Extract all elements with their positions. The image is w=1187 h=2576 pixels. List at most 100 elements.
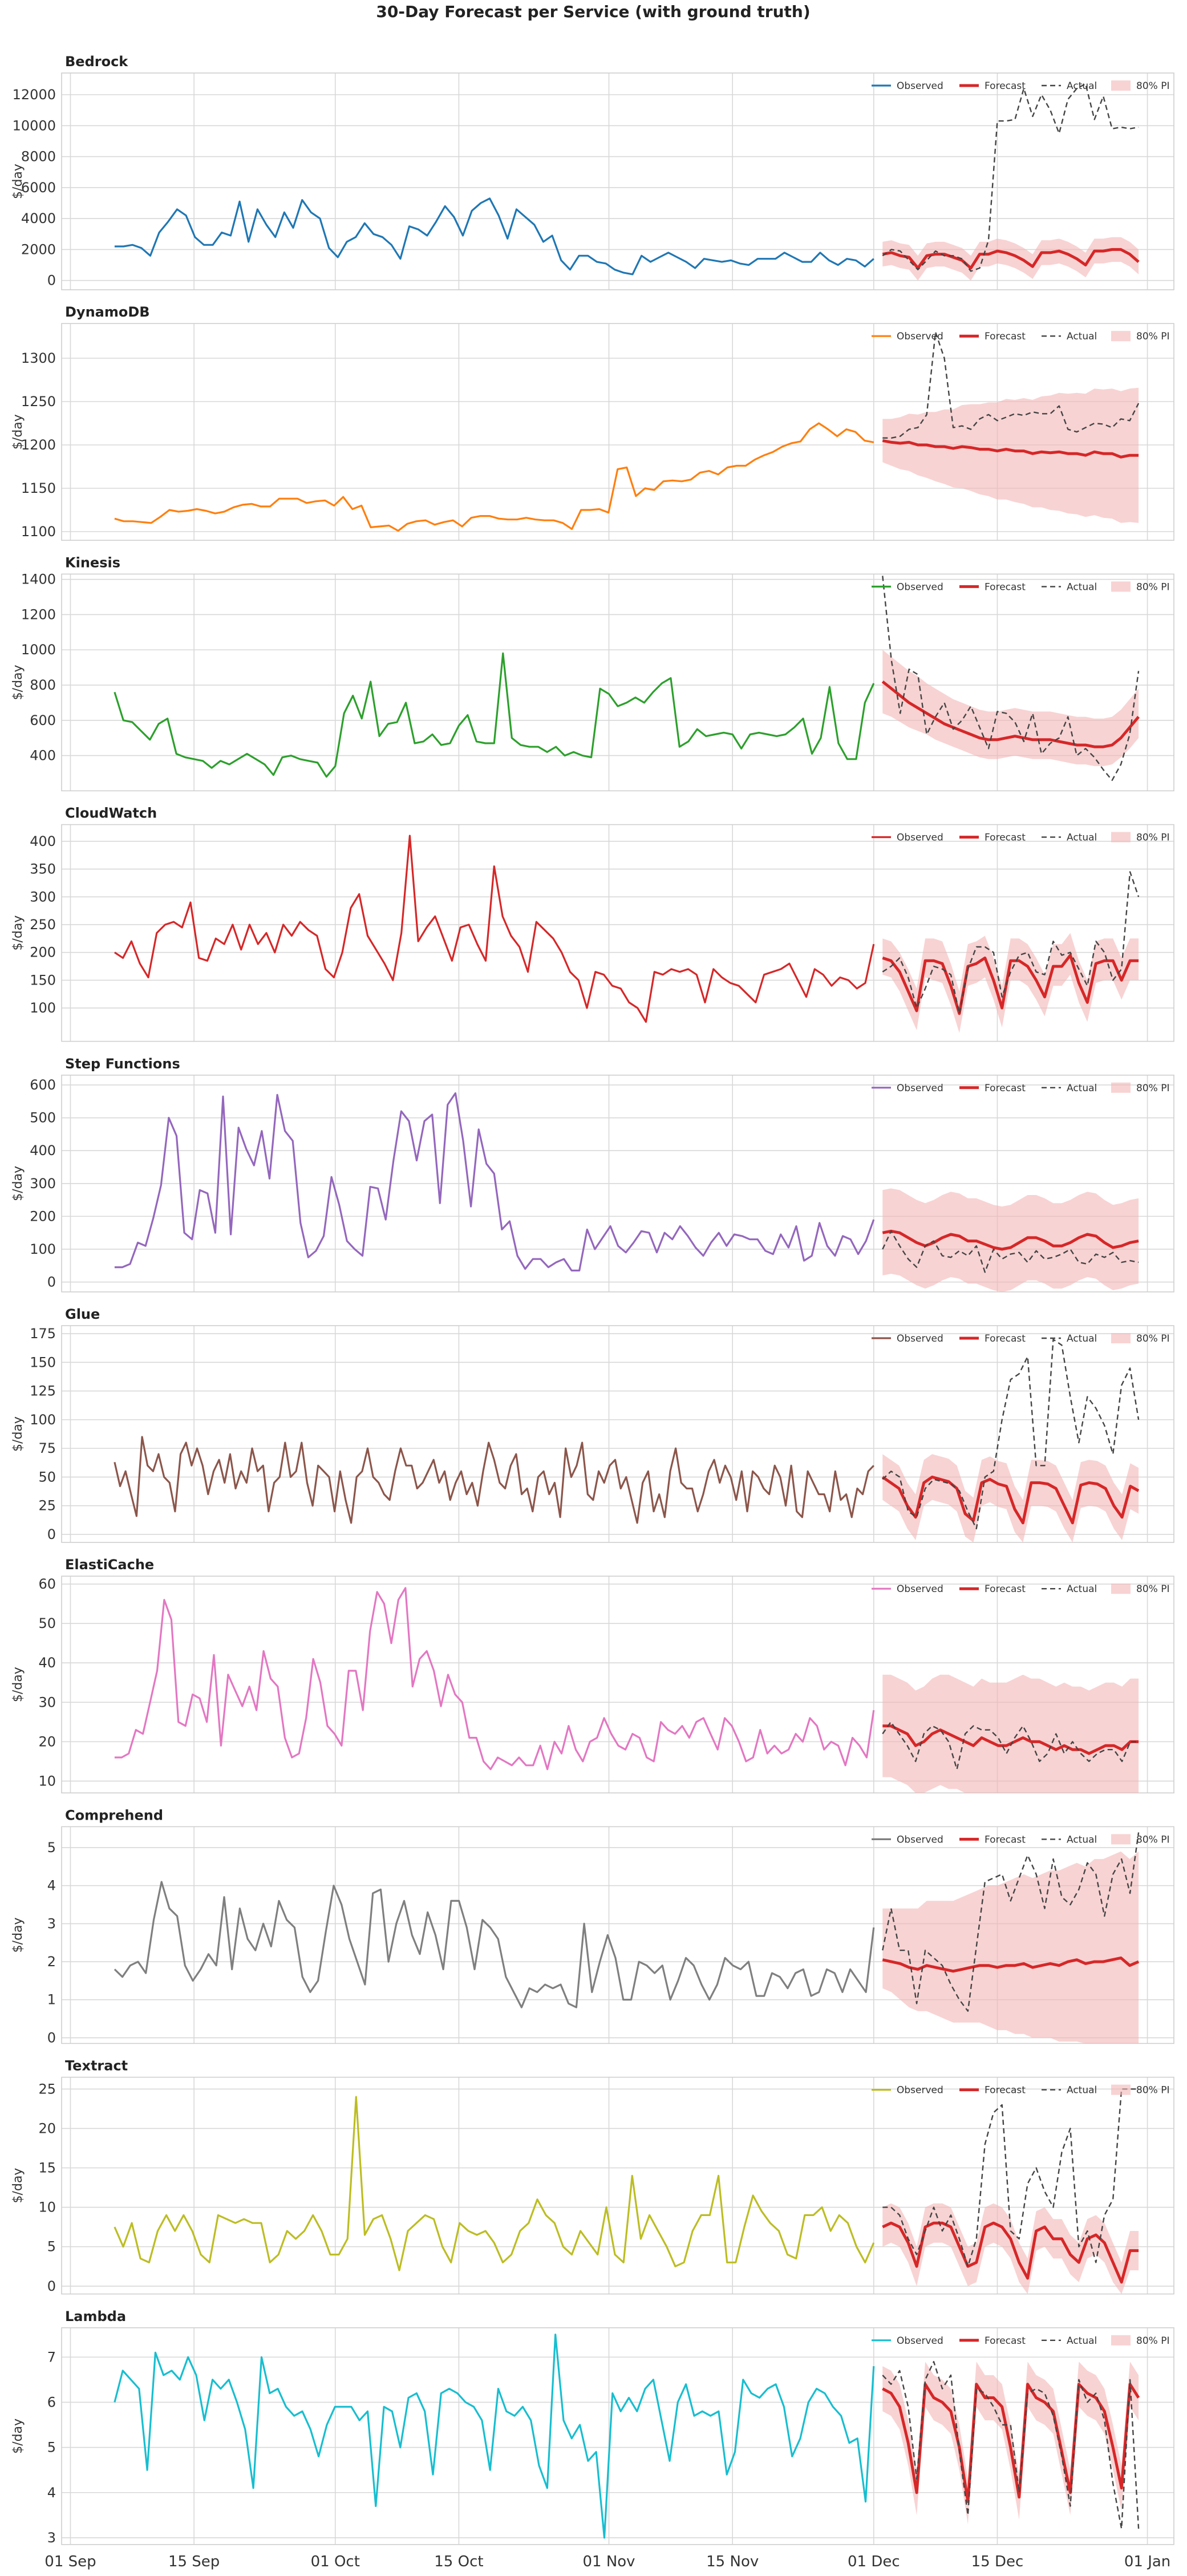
panel-title: Kinesis: [65, 554, 120, 570]
y-tick-label: 1100: [21, 524, 56, 540]
y-tick-label: 1400: [21, 572, 56, 588]
legend-pi-label: 80% PI: [1136, 581, 1169, 593]
y-tick-label: 3: [47, 2530, 56, 2546]
y-tick-label: 500: [30, 1110, 56, 1126]
y-tick-label: 4: [47, 1878, 56, 1894]
y-tick-label: 4: [47, 2485, 56, 2501]
observed-series-line: [114, 1587, 875, 1771]
legend-observed-label: Observed: [897, 1333, 943, 1344]
y-tick-label: 1200: [21, 606, 56, 622]
actual-series-line: [882, 1230, 1139, 1273]
panel-title: Comprehend: [65, 1807, 163, 1823]
y-tick-label: 50: [38, 1615, 56, 1631]
observed-series-line: [114, 652, 875, 778]
legend-pi-swatch: [1111, 2084, 1131, 2095]
y-tick-label: 150: [30, 972, 56, 988]
legend-actual-label: Actual: [1067, 331, 1097, 342]
panel-frame: [61, 2076, 1174, 2295]
y-tick-label: 400: [30, 833, 56, 849]
legend-pi-label: 80% PI: [1136, 1083, 1169, 1094]
forecast-series-line: [882, 1724, 1139, 1755]
y-tick-label: 20: [38, 2120, 56, 2136]
y-tick-label: 8000: [21, 149, 56, 165]
y-axis-label: $/day: [11, 2168, 25, 2204]
x-tick-label: 01 Sep: [44, 2553, 96, 2570]
panel-title: ElastiCache: [65, 1557, 154, 1573]
legend-actual-label: Actual: [1067, 1583, 1097, 1595]
panel-frame: [61, 573, 1174, 792]
x-tick-label: 01 Nov: [582, 2553, 635, 2570]
y-tick-label: 0: [47, 1526, 56, 1542]
actual-series-line: [882, 871, 1140, 1015]
y-tick-label: 60: [38, 1576, 56, 1592]
forecast-series-line: [882, 954, 1139, 1015]
prediction-interval-band: [882, 237, 1139, 281]
y-tick-label: 4000: [21, 210, 56, 226]
legend-pi-swatch: [1111, 832, 1131, 843]
legend-pi-label: 80% PI: [1136, 331, 1169, 342]
legend-forecast-label: Forecast: [985, 1333, 1026, 1344]
actual-series-line: [882, 2088, 1139, 2267]
y-tick-label: 0: [47, 273, 56, 289]
legend-pi-label: 80% PI: [1136, 2335, 1169, 2347]
y-tick-label: 50: [38, 1469, 56, 1485]
panel-bedrock: Bedrock 0 2000 4000 6000 8000 10000 12000 $/day O…: [11, 54, 1174, 290]
panel-title: Lambda: [65, 2308, 126, 2324]
y-tick-label: 200: [30, 945, 56, 961]
legend-actual-label: Actual: [1067, 832, 1097, 844]
y-tick-label: 5: [47, 2440, 56, 2456]
y-tick-label: 7: [47, 2349, 56, 2365]
y-tick-label: 1200: [21, 437, 56, 453]
y-tick-label: 1150: [21, 480, 56, 496]
panel-title: CloudWatch: [65, 805, 157, 821]
y-tick-label: 350: [30, 861, 56, 877]
panels: Bedrock020004000600080001000012000$/dayO…: [11, 54, 1174, 2570]
panel-frame: [61, 1826, 1174, 2044]
legend-forecast-label: Forecast: [985, 1834, 1026, 1845]
legend-pi-swatch: [1111, 1333, 1131, 1343]
legend-forecast-label: Forecast: [985, 1583, 1026, 1595]
y-tick-label: 175: [30, 1326, 56, 1342]
y-tick-label: 15: [38, 2160, 56, 2176]
legend-forecast-label: Forecast: [985, 581, 1026, 593]
y-tick-label: 20: [38, 1733, 56, 1749]
legend-observed-label: Observed: [897, 1083, 943, 1094]
legend-forecast-label: Forecast: [985, 80, 1026, 92]
y-tick-label: 300: [30, 889, 56, 905]
y-axis-label: $/day: [11, 1917, 25, 1953]
legend-observed-label: Observed: [897, 1834, 943, 1845]
actual-series-line: [882, 1832, 1140, 2012]
y-tick-label: 5: [47, 2239, 56, 2255]
panel-title: Step Functions: [65, 1056, 180, 1072]
panel-frame: [61, 824, 1174, 1042]
legend-observed-label: Observed: [897, 1583, 943, 1595]
legend-pi-label: 80% PI: [1136, 1333, 1169, 1344]
actual-series-line: [882, 1721, 1139, 1770]
y-tick-label: 2000: [21, 241, 56, 257]
legend-pi-label: 80% PI: [1136, 1834, 1169, 1845]
y-tick-label: 30: [38, 1694, 56, 1710]
x-tick-label: 15 Sep: [168, 2553, 220, 2570]
y-tick-label: 10: [38, 2200, 56, 2215]
chart-title: 30-Day Forecast per Service (with ground…: [376, 2, 810, 21]
legend-forecast-label: Forecast: [985, 331, 1026, 342]
y-tick-label: 150: [30, 1354, 56, 1370]
actual-series-line: [882, 83, 1139, 272]
panel-frame: [61, 323, 1174, 541]
panel-frame: [61, 1325, 1174, 1543]
legend-pi-swatch: [1111, 2335, 1131, 2346]
y-tick-label: 1250: [21, 394, 56, 410]
legend-actual-label: Actual: [1067, 1333, 1097, 1344]
forecast-series-line: [882, 2221, 1139, 2284]
panel-title: Glue: [65, 1306, 100, 1322]
legend-pi-label: 80% PI: [1136, 832, 1169, 844]
actual-series-line: [882, 1338, 1140, 1530]
prediction-interval-band: [882, 650, 1139, 767]
observed-series-line: [114, 2334, 875, 2539]
legend-observed-label: Observed: [897, 581, 943, 593]
y-axis-label: $/day: [11, 665, 25, 700]
observed-series-line: [114, 2096, 875, 2271]
observed-series-line: [114, 1436, 874, 1524]
panel-step-functions: Step Functions 0 100 200 300 400 500 600 $/day Ob…: [11, 1056, 1174, 1293]
